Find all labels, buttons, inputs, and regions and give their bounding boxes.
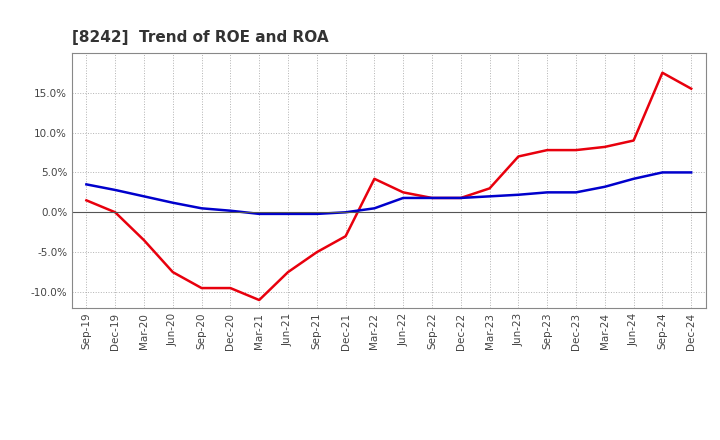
ROA xyxy=(168,200,177,205)
ROA xyxy=(255,211,264,216)
ROA xyxy=(341,210,350,215)
ROA xyxy=(658,170,667,175)
ROE xyxy=(226,286,235,291)
ROA xyxy=(226,208,235,213)
ROA xyxy=(399,195,408,201)
Text: [8242]  Trend of ROE and ROA: [8242] Trend of ROE and ROA xyxy=(72,29,328,45)
ROE xyxy=(428,195,436,201)
ROA xyxy=(312,211,321,216)
ROA xyxy=(456,195,465,201)
ROA xyxy=(687,170,696,175)
ROE xyxy=(456,195,465,201)
ROA xyxy=(572,190,580,195)
ROE xyxy=(140,238,148,243)
ROE xyxy=(255,297,264,303)
ROE xyxy=(168,269,177,275)
ROE xyxy=(341,234,350,239)
ROE xyxy=(600,144,609,150)
ROE xyxy=(399,190,408,195)
ROA xyxy=(82,182,91,187)
ROE xyxy=(197,286,206,291)
ROE xyxy=(572,147,580,153)
ROE xyxy=(514,154,523,159)
ROE xyxy=(629,138,638,143)
ROE xyxy=(312,249,321,255)
ROE xyxy=(687,86,696,92)
ROA xyxy=(197,205,206,211)
ROE xyxy=(284,269,292,275)
ROA xyxy=(600,184,609,189)
ROA xyxy=(485,194,494,199)
ROA xyxy=(370,205,379,211)
ROE xyxy=(82,198,91,203)
ROA xyxy=(111,187,120,193)
ROE xyxy=(370,176,379,181)
ROA xyxy=(629,176,638,181)
ROA xyxy=(284,211,292,216)
ROA xyxy=(140,194,148,199)
ROE xyxy=(111,210,120,215)
ROE xyxy=(543,147,552,153)
Line: ROE: ROE xyxy=(86,73,691,300)
ROA xyxy=(428,195,436,201)
Line: ROA: ROA xyxy=(86,172,691,214)
ROA xyxy=(514,192,523,198)
ROE xyxy=(485,186,494,191)
ROA xyxy=(543,190,552,195)
ROE xyxy=(658,70,667,75)
